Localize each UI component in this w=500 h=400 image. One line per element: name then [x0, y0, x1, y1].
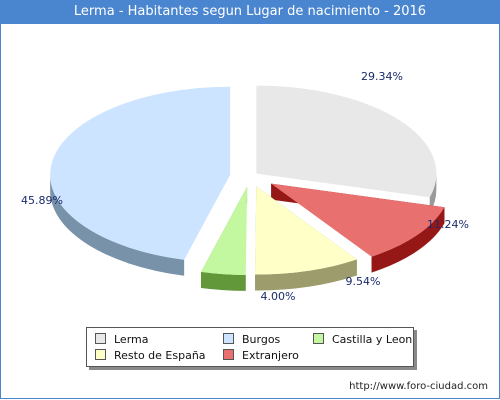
legend-label-burgos: Burgos: [242, 333, 281, 346]
legend-swatch-extranjero: [223, 349, 234, 360]
slice-label-castilla-y-leon: 4.00%: [261, 290, 296, 303]
legend-swatch-resto-de-espana: [95, 349, 106, 360]
legend-swatch-castilla-y-leon: [313, 333, 324, 344]
legend-item-extranjero: Extranjero: [223, 349, 299, 362]
slice-label-lerma: 29.34%: [361, 70, 403, 83]
slice-label-extranjero: 11.24%: [427, 218, 469, 231]
legend: Lerma Burgos Castilla y Leon Resto de Es…: [86, 327, 414, 367]
slice-label-burgos: 45.89%: [21, 194, 63, 207]
pie-slice-extranjero: [271, 183, 445, 257]
legend-label-castilla-y-leon: Castilla y Leon: [332, 333, 413, 346]
pie-side-lerma: [429, 173, 437, 214]
pie-slice-resto-de-espana: [255, 186, 357, 275]
legend-item-burgos: Burgos: [223, 333, 280, 346]
slice-label-resto-de-espana: 9.54%: [346, 275, 381, 288]
legend-label-extranjero: Extranjero: [242, 349, 299, 362]
pie-side-castilla-y-leon: [201, 271, 246, 291]
legend-label-lerma: Lerma: [114, 333, 149, 346]
legend-swatch-burgos: [223, 333, 234, 344]
pie-slice-burgos: [50, 86, 231, 260]
pie-side-resto-de-espana: [255, 259, 357, 291]
legend-label-resto-de-espana: Resto de España: [114, 349, 206, 362]
legend-swatch-lerma: [95, 333, 106, 344]
chart-title: Lerma - Habitantes segun Lugar de nacimi…: [0, 0, 500, 24]
legend-item-resto-de-espana: Resto de España: [95, 349, 206, 362]
source-link[interactable]: http://www.foro-ciudad.com: [349, 381, 488, 392]
pie-side-extranjero: [371, 207, 445, 273]
legend-item-castilla-y-leon: Castilla y Leon: [313, 333, 412, 346]
pie-slice-castilla-y-leon: [201, 186, 248, 275]
legend-item-lerma: Lerma: [95, 333, 149, 346]
pie-side-burgos: [50, 174, 185, 276]
pie-slice-lerma: [256, 85, 437, 198]
